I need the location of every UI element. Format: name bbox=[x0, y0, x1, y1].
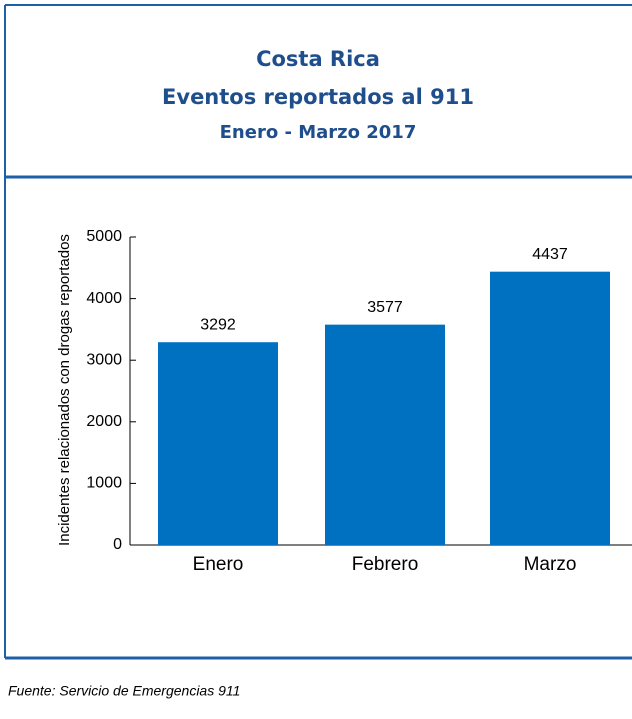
value-label: 4437 bbox=[532, 246, 568, 263]
value-label: 3292 bbox=[200, 316, 236, 333]
y-tick-label: 3000 bbox=[86, 351, 122, 368]
bar bbox=[325, 324, 445, 545]
source-note: Fuente: Servicio de Emergencias 911 bbox=[8, 683, 240, 699]
y-tick-label: 0 bbox=[113, 536, 122, 553]
value-label: 3577 bbox=[367, 299, 403, 316]
y-tick-label: 4000 bbox=[86, 290, 122, 307]
y-tick-label: 1000 bbox=[86, 475, 122, 492]
x-tick-label: Febrero bbox=[352, 554, 419, 575]
y-axis-label: Incidentes relacionados con drogas repor… bbox=[56, 234, 73, 546]
y-tick-label: 5000 bbox=[86, 228, 122, 245]
x-tick-label: Enero bbox=[193, 554, 244, 575]
chart-title: Costa Rica bbox=[256, 47, 380, 71]
chart-title: Eventos reportados al 911 bbox=[162, 85, 474, 109]
bar bbox=[490, 271, 610, 545]
y-tick-label: 2000 bbox=[86, 413, 122, 430]
x-tick-label: Marzo bbox=[524, 554, 577, 575]
chart-subtitle: Enero - Marzo 2017 bbox=[220, 122, 417, 143]
bar bbox=[158, 342, 278, 545]
